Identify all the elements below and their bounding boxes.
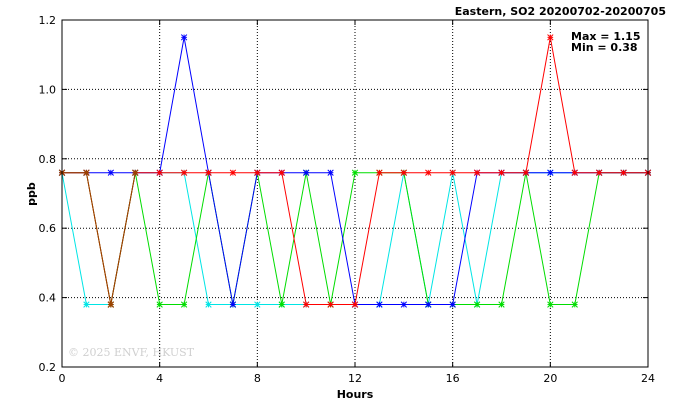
data-point xyxy=(473,169,481,176)
data-point xyxy=(376,169,383,176)
max-annotation: Max = 1.15 xyxy=(571,30,640,43)
data-point xyxy=(473,301,481,308)
x-axis-label: Hours xyxy=(337,388,374,401)
data-point xyxy=(278,301,285,308)
x-tick-label: 20 xyxy=(543,372,557,385)
data-point xyxy=(107,169,114,176)
series-1 xyxy=(58,169,652,308)
data-point xyxy=(522,169,530,176)
series-line xyxy=(62,172,136,305)
data-point xyxy=(107,301,114,308)
data-point xyxy=(303,301,310,308)
data-point xyxy=(547,34,554,41)
data-point xyxy=(400,169,407,176)
data-point xyxy=(449,169,456,176)
y-tick-label: 0.2 xyxy=(39,361,57,374)
data-point xyxy=(596,169,603,176)
data-point xyxy=(180,301,188,308)
data-point xyxy=(498,301,505,308)
y-tick-label: 0.8 xyxy=(39,153,57,166)
data-point xyxy=(351,169,359,176)
min-annotation: Min = 0.38 xyxy=(571,41,638,54)
data-point xyxy=(547,169,554,176)
data-point xyxy=(83,301,90,308)
data-point xyxy=(351,301,359,308)
data-point xyxy=(180,34,188,41)
data-point xyxy=(180,169,188,176)
x-tick-label: 16 xyxy=(446,372,460,385)
y-tick-label: 0.4 xyxy=(39,292,57,305)
y-tick-label: 1.0 xyxy=(39,83,57,96)
data-point xyxy=(400,301,407,308)
data-point xyxy=(83,169,90,176)
data-point xyxy=(571,169,578,176)
data-point xyxy=(449,301,456,308)
data-point xyxy=(571,301,578,308)
data-point xyxy=(376,301,383,308)
data-point xyxy=(327,169,334,176)
data-point xyxy=(620,169,627,176)
data-point xyxy=(205,169,212,176)
x-tick-label: 8 xyxy=(254,372,261,385)
data-point xyxy=(327,301,334,308)
y-axis-label: ppb xyxy=(25,182,38,206)
data-point xyxy=(205,301,212,308)
data-point xyxy=(254,301,261,308)
data-point xyxy=(278,169,285,176)
data-point xyxy=(254,169,261,176)
watermark: © 2025 ENVF, HKUST xyxy=(68,346,195,359)
data-point xyxy=(156,301,163,308)
y-tick-label: 0.6 xyxy=(39,222,57,235)
data-point xyxy=(303,169,310,176)
series-group xyxy=(58,34,652,308)
data-point xyxy=(132,169,139,176)
x-tick-label: 12 xyxy=(348,372,362,385)
data-point xyxy=(229,301,237,308)
x-tick-label: 24 xyxy=(641,372,655,385)
data-point xyxy=(425,169,432,176)
chart-title: Eastern, SO2 20200702-20200705 xyxy=(455,5,666,18)
x-tick-label: 4 xyxy=(156,372,163,385)
y-tick-label: 1.2 xyxy=(39,14,57,27)
grid-lines xyxy=(62,20,648,367)
series-4 xyxy=(58,169,139,308)
data-point xyxy=(547,301,554,308)
y-axis-ticks: 0.2 0.4 0.6 0.8 1.0 1.2 xyxy=(39,14,648,374)
data-point xyxy=(425,301,432,308)
x-tick-label: 0 xyxy=(59,372,66,385)
x-axis-ticks: 0 4 8 12 16 20 24 xyxy=(59,20,655,385)
data-point xyxy=(498,169,505,176)
data-point xyxy=(229,169,237,176)
data-point xyxy=(156,169,163,176)
